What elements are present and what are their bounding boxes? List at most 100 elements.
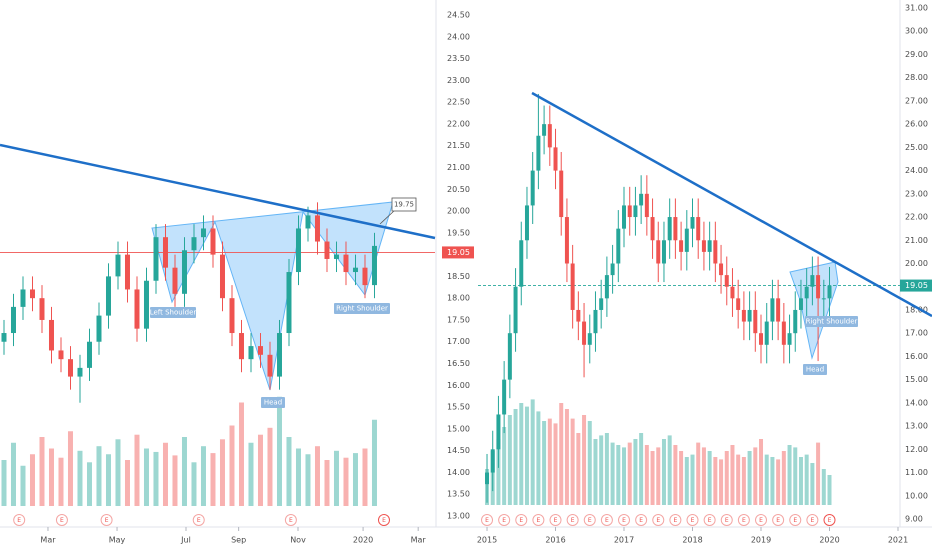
candle-body <box>519 240 524 287</box>
price-tag-label: 19.05 <box>447 248 470 257</box>
candle-body <box>530 170 535 206</box>
volume-bar <box>787 445 792 505</box>
candle-body <box>153 237 159 281</box>
earnings-marker <box>377 514 390 526</box>
volume-bar <box>633 439 638 505</box>
candle-body <box>599 298 604 310</box>
earnings-label: E <box>759 517 763 524</box>
y-tick-label: 16.50 <box>447 359 470 368</box>
volume-bar <box>821 469 826 505</box>
volume-bar <box>724 451 729 505</box>
volume-bar <box>276 396 282 506</box>
candle-body <box>267 354 273 377</box>
y-tick-label: 13.00 <box>905 422 928 431</box>
candle-body <box>352 267 358 273</box>
y-tick-label: 25.00 <box>905 143 928 152</box>
candle-body <box>781 321 786 345</box>
volume-bar <box>519 403 524 505</box>
candle-body <box>679 240 684 252</box>
y-tick-label: 30.00 <box>905 27 928 36</box>
volume-bar <box>656 447 661 505</box>
x-tick-label: May <box>109 536 126 545</box>
volume-bar <box>58 457 64 506</box>
y-tick-label: 21.50 <box>447 141 470 150</box>
y-tick-label: 12.00 <box>905 445 928 454</box>
price-tag-label: 19.05 <box>905 281 928 290</box>
earnings-label: E <box>588 517 592 524</box>
earnings-marker <box>13 514 26 526</box>
candle-body <box>39 298 45 320</box>
candle-body <box>587 333 592 345</box>
candle-body <box>582 321 587 345</box>
candle-body <box>696 217 701 241</box>
candle-body <box>622 205 627 229</box>
volume-bar <box>587 421 592 505</box>
earnings-marker <box>618 514 631 526</box>
earnings-marker <box>686 514 699 526</box>
y-tick-label: 23.50 <box>447 54 470 63</box>
earnings-label: E <box>571 517 575 524</box>
candle-body <box>124 254 130 290</box>
y-tick-label: 23.00 <box>447 76 470 85</box>
candle-body <box>257 346 263 355</box>
x-tick-label: Jul <box>180 536 191 545</box>
volume-bar <box>627 442 632 505</box>
candle-body <box>553 147 558 171</box>
volume-bar <box>753 447 758 505</box>
volume-bar <box>257 434 263 506</box>
volume-bar <box>333 450 339 506</box>
candle-body <box>536 135 541 171</box>
candle-body <box>684 228 689 252</box>
volume-bar <box>667 435 672 505</box>
earnings-marker <box>703 514 716 526</box>
volume-bar <box>616 445 621 505</box>
volume-bar <box>153 451 159 506</box>
y-tick-label: 15.50 <box>447 403 470 412</box>
earnings-label: E <box>382 517 386 524</box>
candle-body <box>673 217 678 241</box>
volume-bar <box>547 418 552 505</box>
candle-body <box>616 228 621 264</box>
earnings-marker <box>583 514 596 526</box>
volume-bar <box>314 446 320 506</box>
candle-body <box>650 217 655 241</box>
earnings-label: E <box>691 517 695 524</box>
annotation-box <box>805 316 858 327</box>
volume-bar <box>816 442 821 505</box>
y-tick-label: 17.50 <box>447 315 470 324</box>
earnings-label: E <box>656 517 660 524</box>
annotation-box <box>334 303 390 314</box>
earnings-label: E <box>197 517 201 524</box>
candle-body <box>58 350 64 360</box>
volume-bar <box>810 463 815 505</box>
y-tick-label: 17.00 <box>905 329 928 338</box>
volume-bar <box>513 409 518 505</box>
y-tick-label: 16.00 <box>447 381 470 390</box>
candle-body <box>324 241 330 259</box>
candle-body <box>485 472 490 485</box>
earnings-marker <box>652 514 665 526</box>
volume-bar <box>650 451 655 505</box>
volume-bar <box>639 433 644 505</box>
y-tick-label: 21.00 <box>905 236 928 245</box>
candle-body <box>564 217 569 264</box>
y-tick-label: 16.00 <box>905 352 928 361</box>
annotation-label: Right Shoulder <box>806 318 858 326</box>
candle-body <box>333 254 339 259</box>
y-tick-label: 9.00 <box>905 515 923 524</box>
y-tick-label: 20.50 <box>447 185 470 194</box>
y-tick-label: 31.00 <box>905 4 928 13</box>
earnings-marker <box>549 514 562 526</box>
y-tick-label: 15.00 <box>447 424 470 433</box>
candle-body <box>776 298 781 322</box>
price-tag <box>442 246 474 259</box>
volume-bar <box>542 421 547 505</box>
candle-body <box>86 341 92 368</box>
earnings-marker <box>720 514 733 526</box>
earnings-label: E <box>776 517 780 524</box>
volume-bar <box>707 451 712 505</box>
candle-body <box>724 275 729 287</box>
volume-bar <box>684 457 689 505</box>
candle-body <box>134 289 140 329</box>
candle-body <box>200 228 206 238</box>
